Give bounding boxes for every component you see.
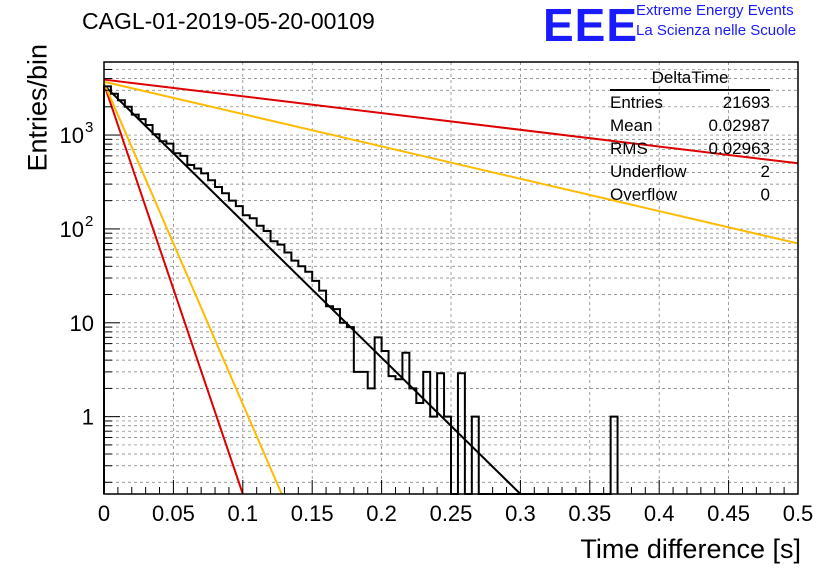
x-tick-label: 0.3 <box>505 501 536 526</box>
y-axis-label: Entries/bin <box>22 43 53 172</box>
logo-line-1: Extreme Energy Events <box>636 2 794 19</box>
stats-row: Entries 21693 <box>610 91 770 114</box>
x-tick-label: 0.1 <box>228 501 259 526</box>
page-title: CAGL-01-2019-05-20-00109 <box>82 8 375 34</box>
x-tick-label: 0.05 <box>152 501 195 526</box>
stats-value: 0.02987 <box>708 116 770 135</box>
fit-line <box>103 78 799 165</box>
fit-line <box>103 82 283 495</box>
stats-label: Underflow <box>610 162 687 181</box>
x-axis-label: Time difference [s] <box>580 534 801 564</box>
y-tick-label: 1 <box>82 405 94 430</box>
stats-row: Underflow 2 <box>610 160 770 183</box>
histogram-outline <box>103 85 619 495</box>
x-axis-ticks: 0 0.05 0.1 0.15 0.2 0.25 0.3 0.35 0.4 0.45 0.5 <box>98 480 813 526</box>
stats-value: 0.02963 <box>708 139 770 158</box>
y-tick-label: 10 <box>60 217 84 242</box>
grid <box>104 62 798 494</box>
stats-row: RMS 0.02963 <box>610 137 770 160</box>
fit-line <box>103 83 244 495</box>
y-tick-exponent: 3 <box>85 119 93 136</box>
fit-line <box>103 80 799 245</box>
stats-label: Entries <box>610 93 663 112</box>
x-tick-label: 0.2 <box>366 501 397 526</box>
stats-row: Overflow 0 <box>610 183 770 206</box>
y-tick-exponent: 2 <box>85 213 93 230</box>
stats-label: Overflow <box>610 185 678 204</box>
stats-value: 2 <box>760 162 770 181</box>
stats-row: Mean 0.02987 <box>610 114 770 137</box>
stats-label: Mean <box>610 116 653 135</box>
eee-logo: EEE <box>543 0 639 51</box>
x-tick-label: 0.15 <box>291 501 334 526</box>
stats-box: DeltaTime Entries 21693 Mean 0.02987 RMS… <box>610 68 780 206</box>
stats-title: DeltaTime <box>610 68 770 91</box>
stats-value: 0 <box>760 185 770 204</box>
x-tick-label: 0.25 <box>430 501 473 526</box>
x-tick-label: 0.35 <box>568 501 611 526</box>
x-tick-label: 0 <box>98 501 110 526</box>
logo-line-2: La Scienza nelle Scuole <box>636 22 797 39</box>
x-tick-label: 0.4 <box>644 501 675 526</box>
x-tick-label: 0.5 <box>783 501 814 526</box>
stats-label: RMS <box>610 139 648 158</box>
x-tick-label: 0.45 <box>707 501 750 526</box>
y-tick-label: 10 <box>60 123 84 148</box>
y-tick-label: 10 <box>70 311 94 336</box>
stats-value: 21693 <box>722 93 770 112</box>
